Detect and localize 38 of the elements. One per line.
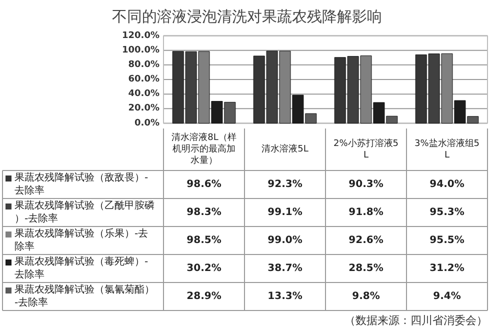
y-tick-label: 20.0% (128, 104, 160, 114)
y-tick-label: 40.0% (128, 89, 160, 100)
data-label: 98.6% (186, 179, 222, 190)
data-label: 28.9% (186, 291, 222, 302)
chart-title: 不同的溶液浸泡清洗对果蔬农残降解影响 (112, 8, 382, 26)
data-label: 13.3% (268, 291, 302, 302)
data-label: 91.8% (348, 207, 384, 218)
legend-label: 果蔬农残降解试验（乐果）-去除率 (14, 227, 148, 253)
y-tick-label: 60.0% (128, 74, 160, 84)
data-label: 38.7% (268, 263, 302, 274)
x-tick-label: 3%盐水溶液组5L (414, 138, 480, 160)
legend-label: 果蔬农残降解试验（敌敌畏）-去除率 (14, 171, 148, 197)
legend-label: 果蔬农残降解试验（毒死蜱）-去除率 (14, 255, 148, 281)
data-label: 9.8% (352, 291, 380, 302)
data-label: 30.2% (186, 263, 222, 274)
x-tick-label: 清水溶液5L (262, 144, 308, 154)
data-label: 92.3% (268, 179, 302, 190)
legend-label: 果蔬农残降解试验（乙酰甲胺磷）-去除率 (14, 199, 154, 225)
data-label: 95.3% (430, 207, 464, 218)
x-tick-label: 2%小苏打溶液5L (334, 138, 399, 160)
data-label: 99.1% (268, 207, 302, 218)
text: （数据来源：四川省消委会） (344, 314, 488, 327)
y-tick-label: 0.0% (134, 118, 160, 128)
data-label: 95.5% (430, 235, 464, 246)
data-label: 9.4% (433, 291, 461, 302)
y-tick-label: 80.0% (128, 60, 160, 70)
data-label: 92.6% (348, 235, 384, 246)
data-label: 28.5% (348, 263, 384, 274)
data-label: 98.3% (186, 207, 222, 218)
x-tick-label: 清水溶液8L（样机明示的最高加水量） (172, 132, 236, 166)
data-label: 31.2% (430, 263, 464, 274)
y-tick-label: 120.0% (122, 30, 160, 41)
data-label: 98.5% (186, 235, 222, 246)
data-label: 90.3% (348, 179, 384, 190)
data-label: 94.0% (430, 179, 464, 190)
y-tick-label: 100.0% (122, 45, 160, 56)
data-label: 99.0% (268, 235, 302, 246)
legend-label: 果蔬农残降解试验（氯氰菊酯）-去除率 (14, 283, 154, 309)
